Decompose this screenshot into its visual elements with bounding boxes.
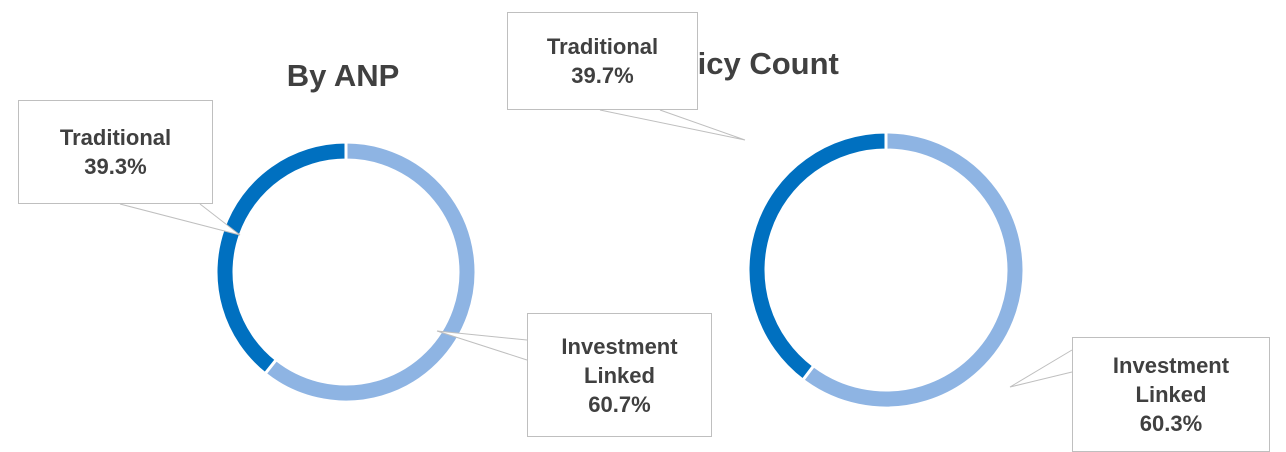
label-category: Investment Linked (561, 333, 678, 388)
label-category: Traditional (546, 34, 659, 59)
donut-segment (262, 140, 478, 404)
donut-segment (214, 140, 348, 376)
callout-leader (436, 330, 528, 361)
label-value: 60.7% (588, 391, 651, 417)
label-value: 60.3% (1139, 411, 1203, 436)
data-label: Traditional 39.7% (507, 12, 698, 110)
callout-leader (599, 109, 746, 141)
data-label: Investment Linked 60.3% (1072, 337, 1270, 452)
label-value: 39.7% (571, 63, 634, 88)
label-category: Traditional (59, 125, 172, 150)
data-label: Traditional 39.3% (18, 100, 213, 204)
label-category: Investment Linked (1112, 353, 1230, 407)
data-label: Investment Linked 60.7% (527, 313, 712, 437)
chart-title: By ANP (286, 58, 400, 93)
donut-segment (746, 130, 888, 383)
donut-segment (800, 130, 1026, 410)
label-value: 39.3% (84, 154, 147, 179)
callout-leader (119, 203, 241, 236)
callout-leader (1009, 349, 1073, 388)
